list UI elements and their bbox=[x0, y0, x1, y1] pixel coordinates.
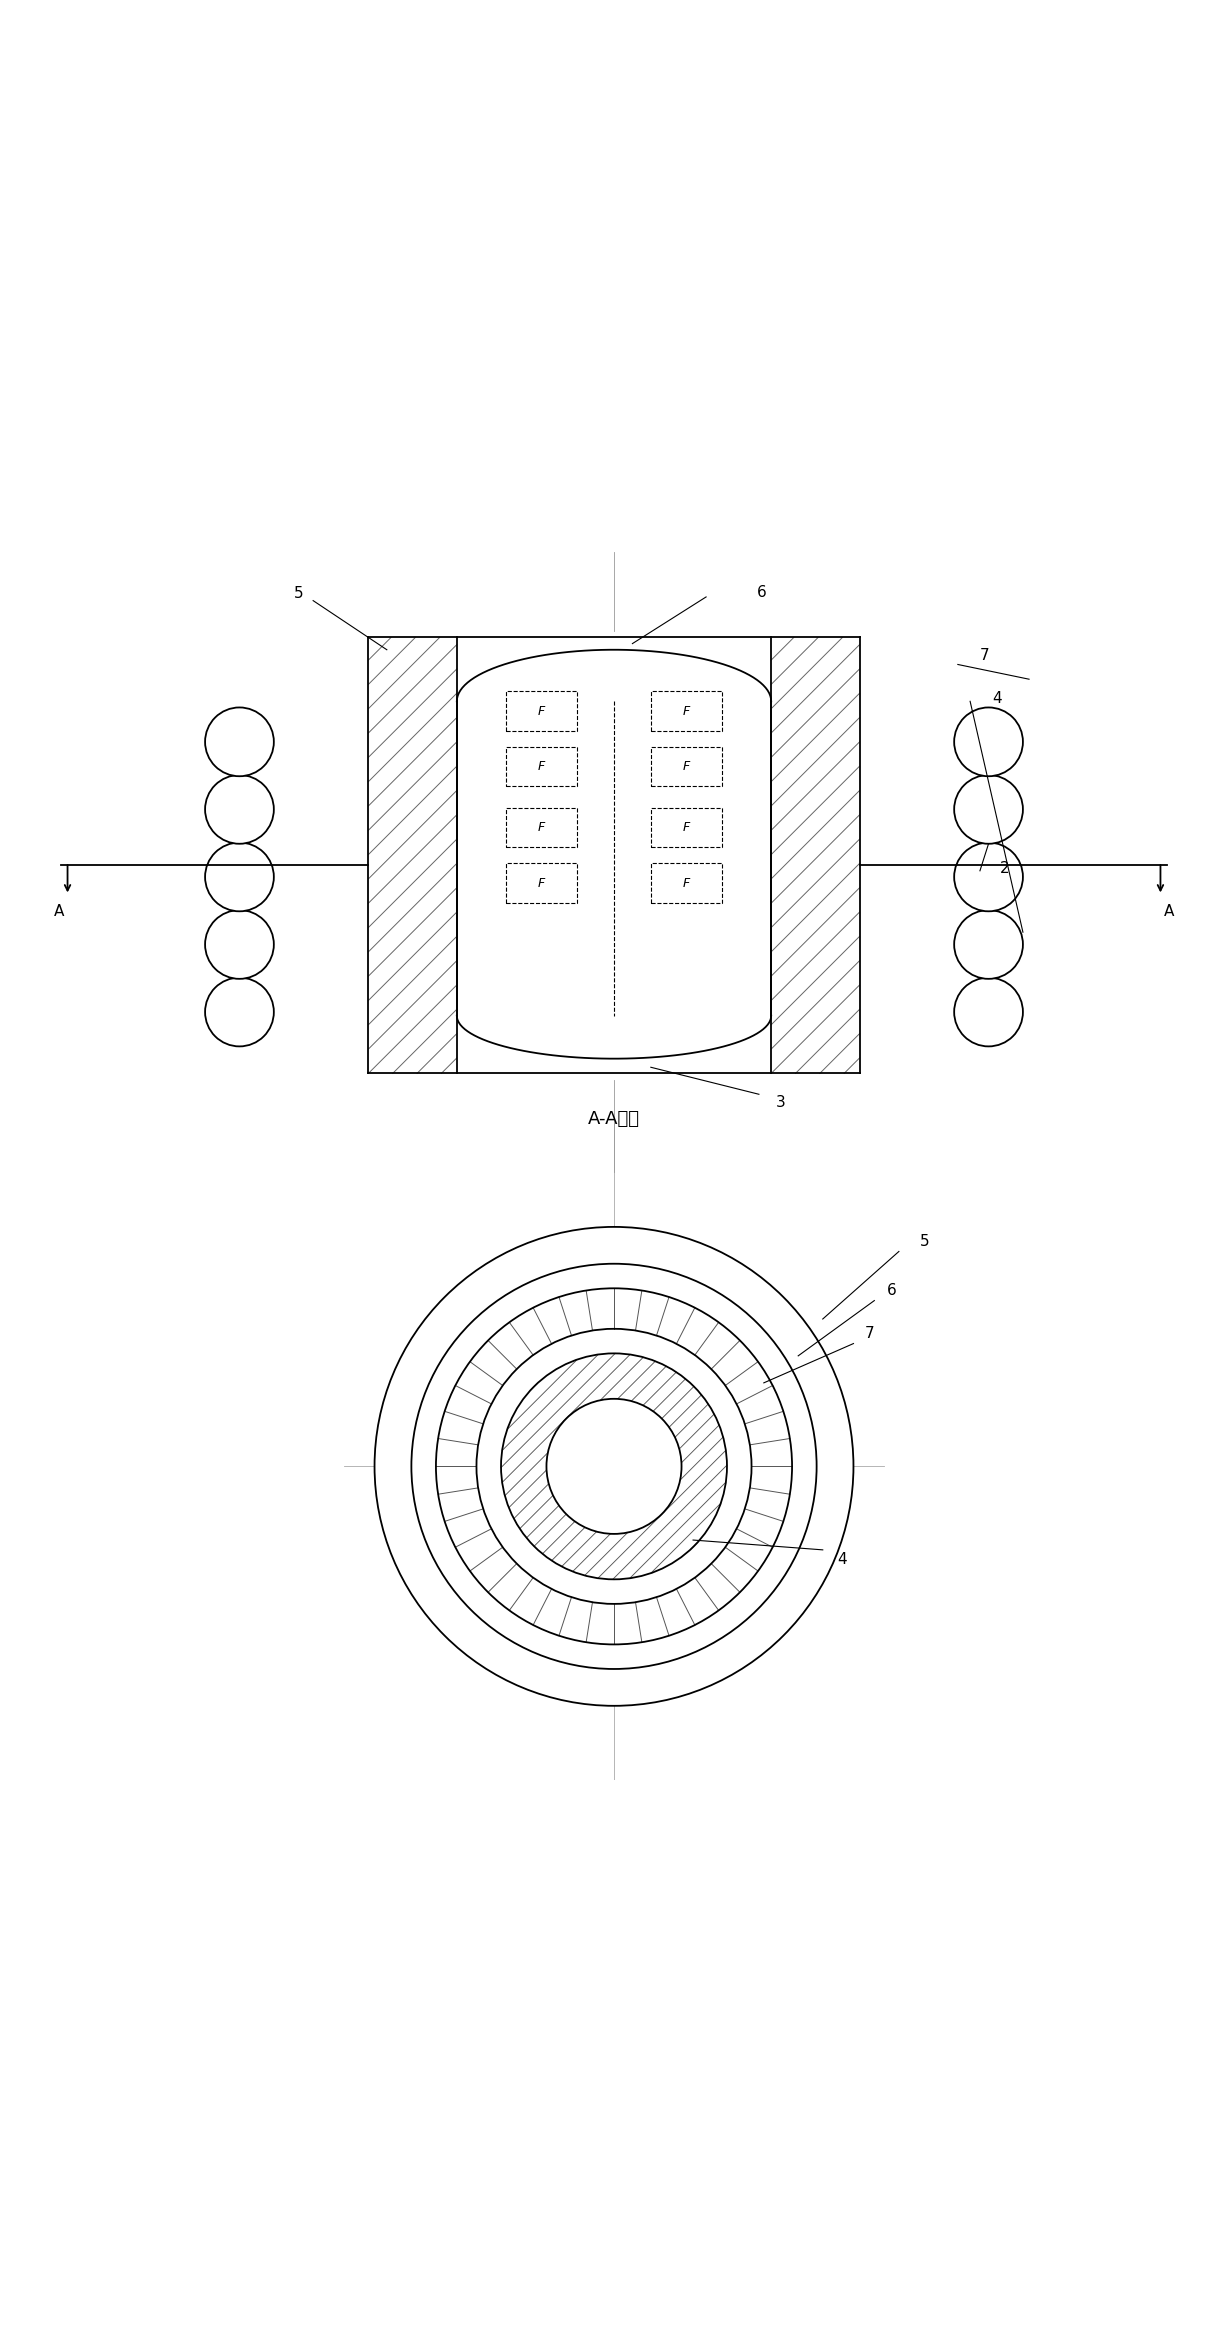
Text: 4: 4 bbox=[837, 1552, 847, 1566]
Circle shape bbox=[954, 977, 1023, 1047]
Text: A-A截面: A-A截面 bbox=[588, 1110, 640, 1128]
Circle shape bbox=[954, 909, 1023, 979]
Bar bbox=[506, 746, 577, 786]
Circle shape bbox=[954, 706, 1023, 776]
Text: 5: 5 bbox=[293, 585, 303, 601]
Circle shape bbox=[205, 841, 274, 911]
Text: 5: 5 bbox=[920, 1233, 930, 1249]
Circle shape bbox=[954, 841, 1023, 911]
Bar bbox=[506, 809, 577, 848]
Text: F: F bbox=[538, 876, 545, 890]
Circle shape bbox=[546, 1399, 682, 1534]
Text: 6: 6 bbox=[756, 585, 766, 599]
Bar bbox=[651, 692, 722, 732]
Circle shape bbox=[954, 774, 1023, 844]
Text: F: F bbox=[683, 760, 690, 774]
Text: A: A bbox=[54, 904, 64, 918]
Bar bbox=[651, 809, 722, 848]
Text: F: F bbox=[683, 821, 690, 834]
Bar bbox=[651, 746, 722, 786]
Text: F: F bbox=[538, 760, 545, 774]
Bar bbox=[506, 862, 577, 902]
Text: 7: 7 bbox=[865, 1326, 874, 1340]
Circle shape bbox=[205, 909, 274, 979]
Text: 4: 4 bbox=[992, 692, 1002, 706]
Bar bbox=[506, 692, 577, 732]
Text: F: F bbox=[538, 704, 545, 718]
Text: 2: 2 bbox=[1000, 860, 1009, 876]
Circle shape bbox=[205, 977, 274, 1047]
Text: 6: 6 bbox=[887, 1284, 896, 1298]
Text: 7: 7 bbox=[980, 648, 990, 664]
Circle shape bbox=[205, 706, 274, 776]
Text: F: F bbox=[538, 821, 545, 834]
Text: F: F bbox=[683, 876, 690, 890]
Circle shape bbox=[375, 1226, 853, 1706]
Text: 3: 3 bbox=[776, 1096, 786, 1110]
Circle shape bbox=[205, 774, 274, 844]
Text: F: F bbox=[683, 704, 690, 718]
Text: A: A bbox=[1164, 904, 1174, 918]
Bar bbox=[651, 862, 722, 902]
Circle shape bbox=[411, 1263, 817, 1669]
